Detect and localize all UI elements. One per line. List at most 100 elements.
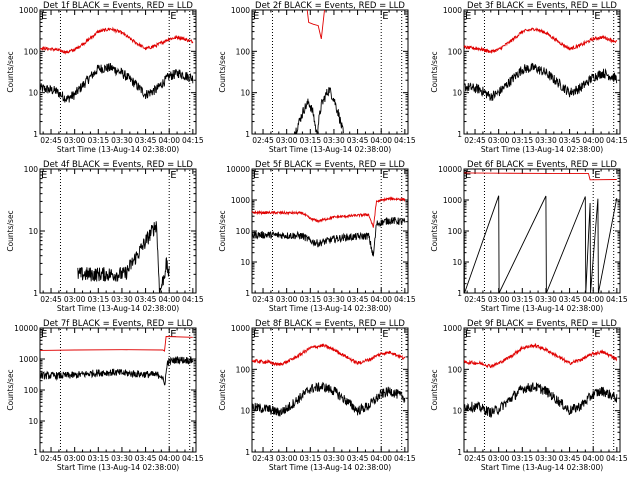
series-events-line: [463, 195, 618, 294]
y-tick-label: 1: [457, 448, 462, 457]
y-tick-label: 10: [28, 89, 38, 98]
series-events-line: [39, 356, 194, 386]
x-tick-label: 03:30: [111, 136, 133, 145]
panel-title: Det 7f BLACK = Events, RED = LLD: [43, 319, 193, 329]
event-marker-label: E: [170, 11, 176, 22]
x-tick-label: 03:00: [64, 454, 86, 463]
start-marker-label: E: [253, 329, 259, 340]
y-tick-label: 100: [24, 47, 39, 56]
y-axis-label: Counts/sec: [218, 51, 227, 92]
y-tick-label: 100: [236, 47, 251, 56]
y-axis-label: Counts/sec: [6, 369, 15, 410]
x-tick-label: 03:15: [87, 295, 109, 304]
x-tick-label: 03:15: [299, 136, 321, 145]
x-tick-label: 04:00: [582, 136, 604, 145]
x-axis-label: Start Time (13-Aug-14 02:38:00): [481, 145, 603, 154]
x-tick-label: 03:30: [323, 454, 345, 463]
plot-frame: [251, 168, 409, 294]
y-tick-label: 1: [457, 130, 462, 139]
y-tick-label: 1000: [443, 324, 462, 333]
x-tick-label: 03:45: [559, 454, 581, 463]
plot-frame: [251, 327, 409, 453]
y-tick-label: 10: [452, 89, 462, 98]
x-tick-label: 03:15: [511, 454, 533, 463]
series-events-line: [463, 382, 618, 418]
x-tick-label: 03:00: [276, 136, 298, 145]
panel-title: Det 1f BLACK = Events, RED = LLD: [43, 1, 193, 11]
series-lld-line: [39, 336, 193, 352]
panel-det-2: Det 2f BLACK = Events, RED = LLD 1 10 100 10…: [218, 1, 416, 154]
x-tick-label: 03:45: [559, 295, 581, 304]
x-tick-label: 03:45: [347, 295, 369, 304]
x-tick-label: 03:00: [488, 136, 510, 145]
x-tick-label: 04:00: [158, 454, 180, 463]
y-tick-label: 10: [452, 258, 462, 267]
event-marker-label: E: [594, 170, 600, 181]
y-tick-label: 1: [33, 289, 38, 298]
x-tick-label: 03:30: [535, 454, 557, 463]
x-axis-label: Start Time (13-Aug-14 02:38:00): [481, 304, 603, 313]
y-tick-label: 1000: [231, 6, 250, 15]
x-tick-label: 04:15: [182, 136, 204, 145]
series-lld-line: [306, 9, 325, 40]
x-tick-label: 03:45: [135, 454, 157, 463]
start-marker-label: E: [465, 329, 471, 340]
x-tick-label: 03:45: [347, 454, 369, 463]
x-axis-label: Start Time (13-Aug-14 02:38:00): [481, 463, 603, 472]
panel-det-8: Det 8f BLACK = Events, RED = LLD 1 10 100 10…: [218, 319, 416, 472]
y-tick-label: 1000: [19, 6, 38, 15]
x-tick-label: 04:00: [158, 295, 180, 304]
y-tick-label: 1000: [231, 324, 250, 333]
x-tick-label: 04:00: [158, 136, 180, 145]
x-tick-label: 03:45: [135, 136, 157, 145]
x-tick-label: 04:15: [606, 454, 628, 463]
x-axis-label: Start Time (13-Aug-14 02:38:00): [57, 304, 179, 313]
x-tick-label: 02:45: [40, 454, 62, 463]
x-tick-label: 03:30: [111, 454, 133, 463]
x-tick-label: 03:30: [111, 295, 133, 304]
x-tick-label: 03:30: [535, 136, 557, 145]
plot-frame: [463, 327, 621, 453]
y-tick-label: 1: [245, 448, 250, 457]
panel-title: Det 4f BLACK = Events, RED = LLD: [43, 160, 193, 170]
series-events-line: [463, 62, 618, 101]
panel-det-9: Det 9f BLACK = Events, RED = LLD 1 10 100 10…: [430, 319, 628, 472]
panel-det-5: Det 5f BLACK = Events, RED = LLD 1 10 100 10…: [218, 160, 416, 313]
panel-title: Det 9f BLACK = Events, RED = LLD: [467, 319, 617, 329]
x-axis-label: Start Time (13-Aug-14 02:38:00): [269, 145, 391, 154]
y-tick-label: 100: [24, 386, 39, 395]
x-tick-label: 03:15: [87, 454, 109, 463]
x-tick-label: 04:00: [370, 295, 392, 304]
x-tick-label: 03:00: [276, 454, 298, 463]
x-tick-label: 03:30: [535, 295, 557, 304]
plot-frame: [39, 9, 197, 135]
panel-det-3: Det 3f BLACK = Events, RED = LLD 1 10 100 10…: [430, 1, 628, 154]
y-axis-label: Counts/sec: [218, 210, 227, 251]
x-tick-label: 03:00: [64, 295, 86, 304]
y-tick-label: 10: [240, 258, 250, 267]
plot-frame: [463, 168, 621, 294]
series-events-line: [251, 216, 406, 257]
x-tick-label: 03:30: [323, 295, 345, 304]
y-tick-label: 10000: [14, 324, 38, 333]
start-marker-label: E: [465, 11, 471, 22]
y-tick-label: 1: [33, 448, 38, 457]
x-tick-label: 03:15: [511, 136, 533, 145]
plot-frame: [39, 327, 197, 453]
y-axis-label: Counts/sec: [430, 51, 439, 92]
y-axis-label: Counts/sec: [430, 210, 439, 251]
plot-frame: [39, 168, 197, 294]
y-tick-label: 10: [240, 89, 250, 98]
start-marker-label: E: [465, 170, 471, 181]
x-tick-label: 03:15: [299, 454, 321, 463]
start-marker-label: E: [253, 11, 259, 22]
series-lld-line: [251, 343, 406, 367]
event-marker-label: E: [382, 329, 388, 340]
x-tick-label: 04:00: [582, 454, 604, 463]
x-tick-label: 04:15: [606, 136, 628, 145]
panel-title: Det 3f BLACK = Events, RED = LLD: [467, 1, 617, 11]
start-marker-label: E: [41, 329, 47, 340]
y-tick-label: 10: [452, 407, 462, 416]
x-tick-label: 02:45: [464, 454, 486, 463]
